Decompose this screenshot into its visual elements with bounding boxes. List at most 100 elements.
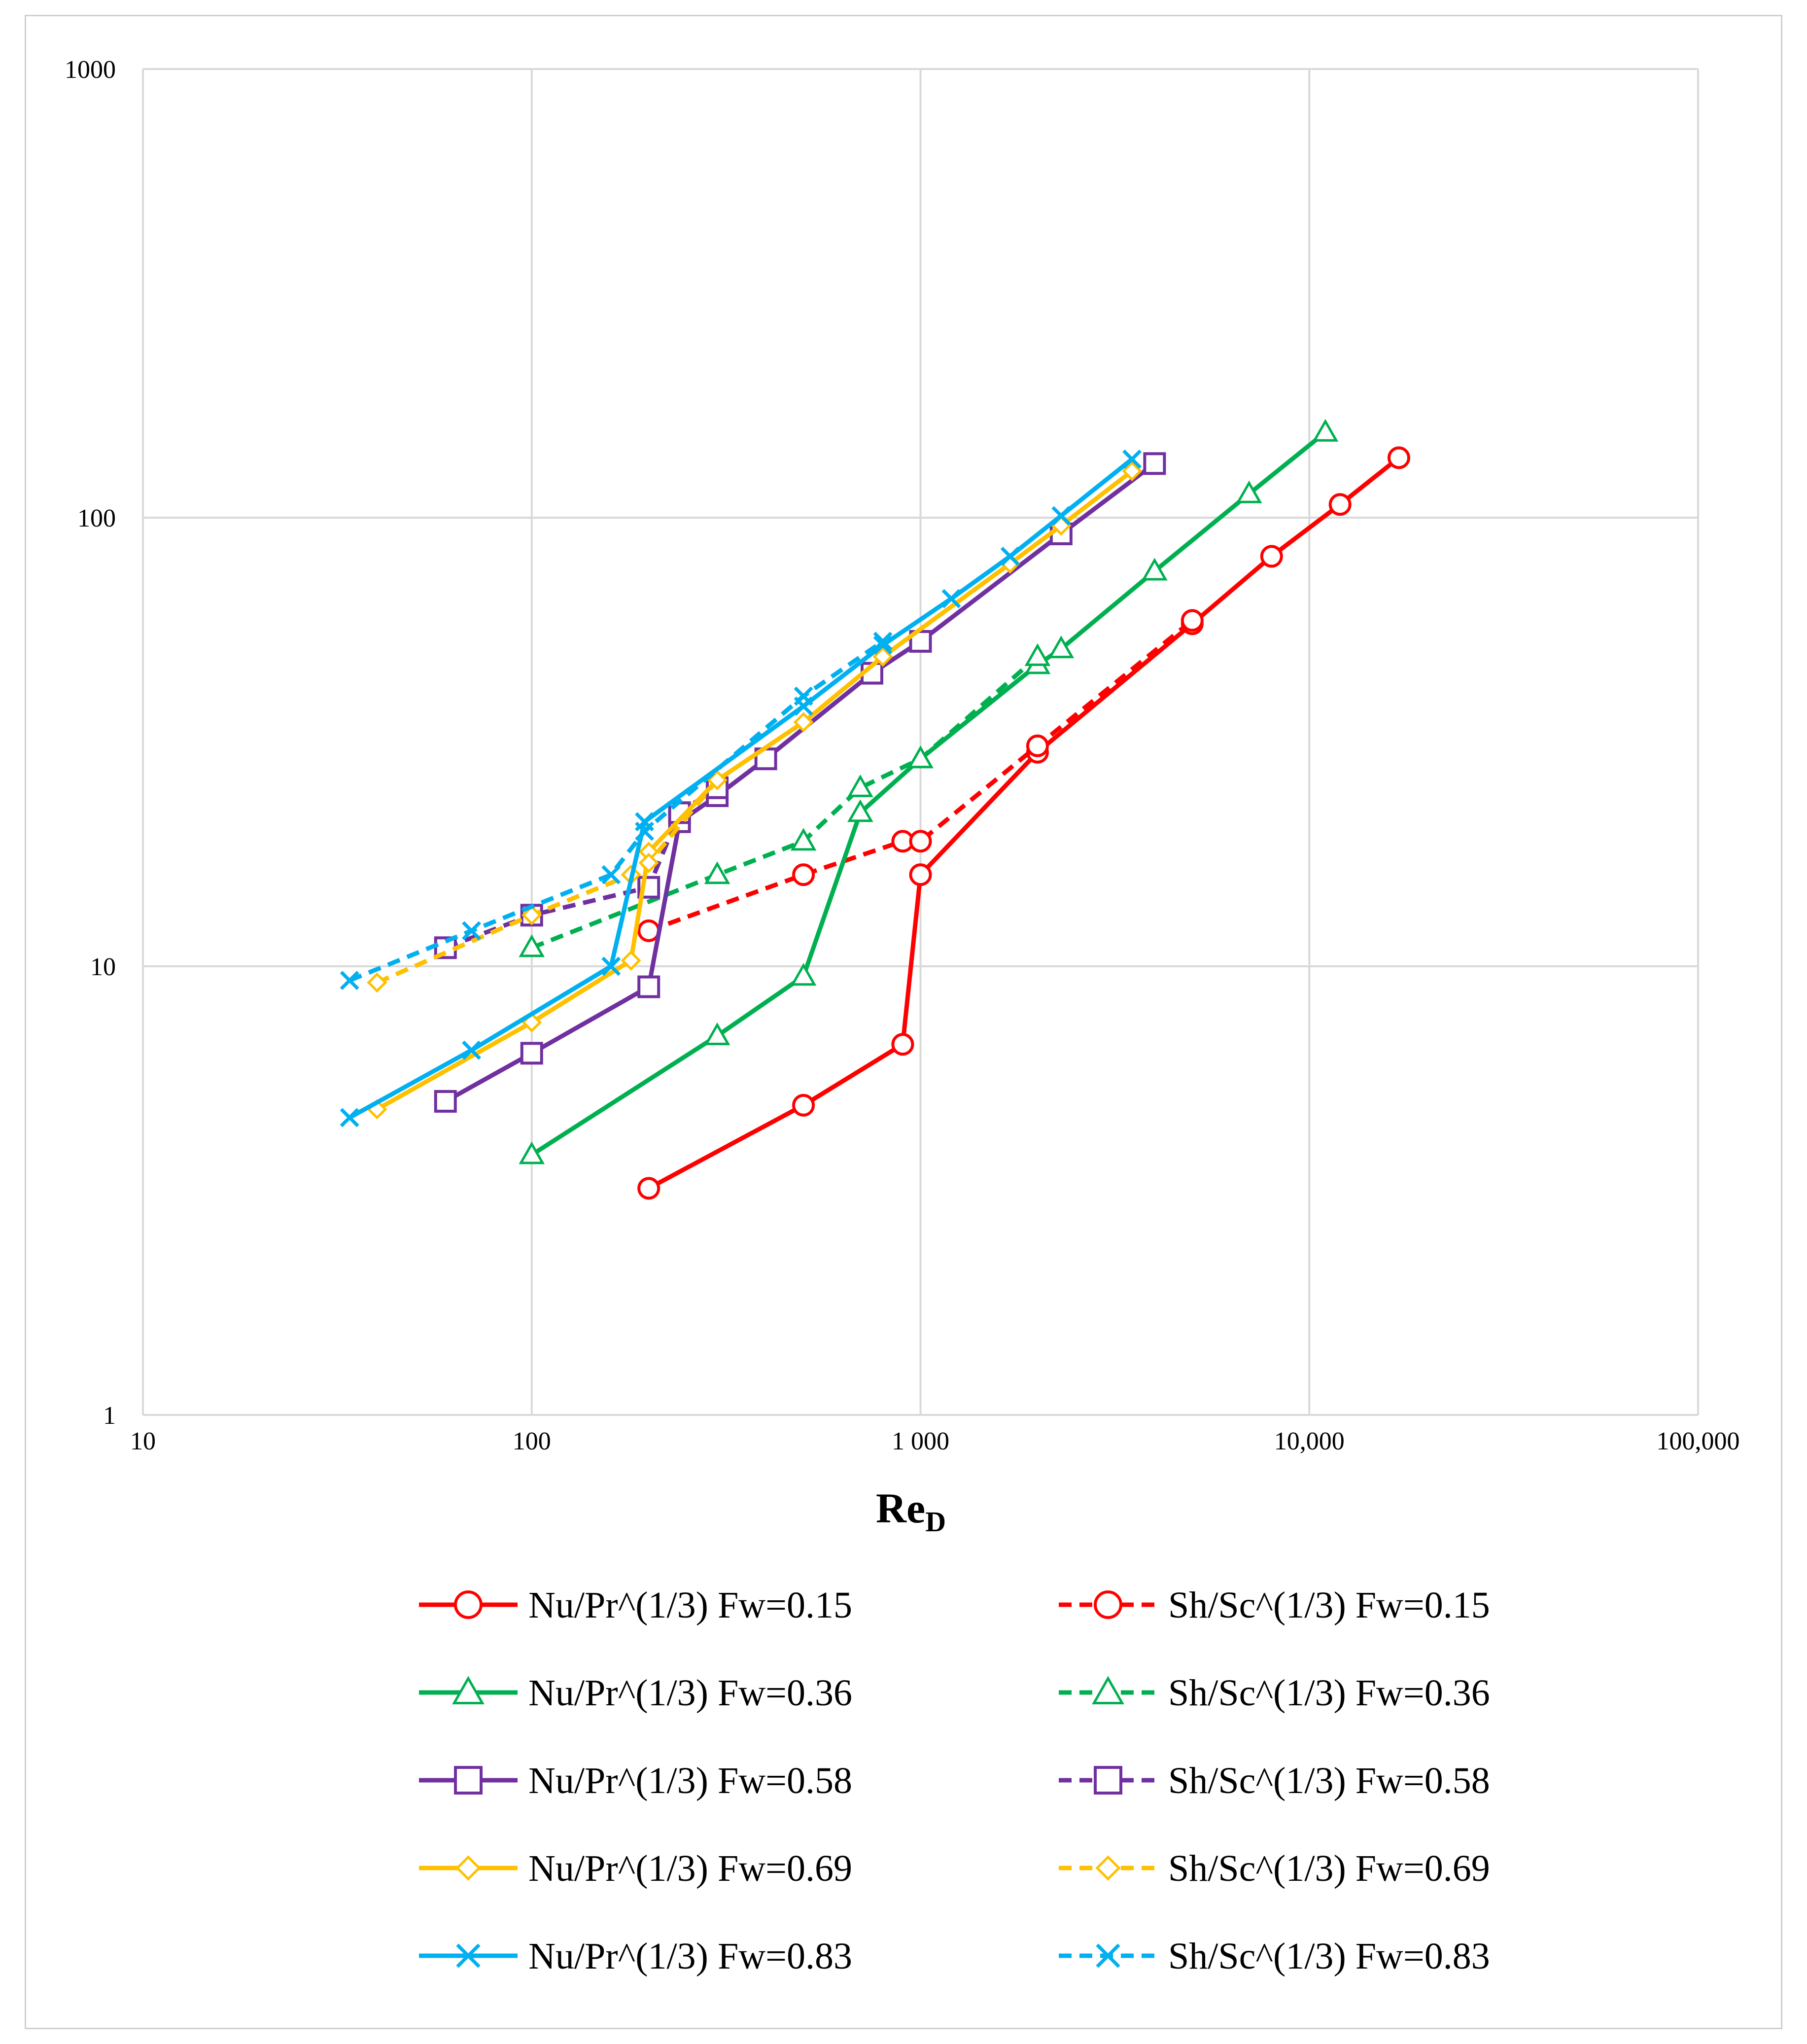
- data-point: [462, 1040, 482, 1060]
- legend-item: Sh/Sc^(1/3) Fw=0.15: [1059, 1585, 1490, 1626]
- data-point: [790, 963, 817, 986]
- x-tick-label: 1 000: [892, 1427, 949, 1455]
- data-point: [462, 921, 482, 941]
- y-tick-label: 1: [103, 1402, 116, 1430]
- data-point: [367, 972, 387, 993]
- data-point: [519, 934, 545, 957]
- x-axis-ticks: 10 100 1 000 10,000 100,000: [130, 1427, 1740, 1455]
- data-point: [635, 821, 654, 841]
- legend-marker: [1095, 1855, 1121, 1881]
- legend-item: Nu/Pr^(1/3) Fw=0.83: [419, 1936, 852, 1977]
- data-point: [1024, 643, 1051, 666]
- data-point: [601, 956, 621, 976]
- data-point: [793, 712, 814, 733]
- data-point: [909, 863, 932, 886]
- data-point: [601, 865, 621, 884]
- data-point: [941, 589, 961, 608]
- data-point: [873, 635, 893, 655]
- legend-marker: [1096, 1943, 1120, 1968]
- data-point: [1142, 558, 1168, 581]
- data-point: [790, 828, 817, 851]
- legend-item: Nu/Pr^(1/3) Fw=0.36: [419, 1672, 852, 1714]
- series-5: [434, 776, 729, 959]
- legend-item: Nu/Pr^(1/3) Fw=0.58: [419, 1760, 852, 1801]
- legend-marker: [454, 1590, 483, 1619]
- legend-label: Nu/Pr^(1/3) Fw=0.83: [528, 1936, 852, 1977]
- plot-border: [142, 69, 1698, 1416]
- series-line: [444, 461, 1156, 1103]
- data-point: [1388, 446, 1411, 469]
- legend-marker: [1094, 1766, 1122, 1795]
- legend-label: Sh/Sc^(1/3) Fw=0.83: [1168, 1936, 1490, 1977]
- data-point: [1312, 419, 1339, 442]
- data-point: [794, 686, 813, 706]
- data-point: [1122, 461, 1143, 482]
- data-point: [1143, 452, 1166, 475]
- data-point: [1260, 545, 1283, 568]
- grid: [142, 68, 1699, 1416]
- y-tick-label: 10: [90, 953, 116, 981]
- legend-item: Nu/Pr^(1/3) Fw=0.15: [419, 1585, 852, 1626]
- series-line: [648, 456, 1400, 1191]
- legend: Nu/Pr^(1/3) Fw=0.15 Sh/Sc^(1/3) Fw=0.15 Nu…: [419, 1585, 1490, 1977]
- data-point: [847, 799, 873, 822]
- legend-marker: [456, 1943, 481, 1968]
- data-point: [792, 1093, 815, 1117]
- legend-marker: [455, 1855, 481, 1881]
- data-point: [909, 830, 932, 853]
- x-tick-label: 10: [130, 1427, 156, 1455]
- x-tick-label: 10,000: [1274, 1427, 1345, 1455]
- legend-marker: [452, 1676, 485, 1704]
- x-axis-title: ReD: [876, 1484, 946, 1538]
- legend-marker: [454, 1766, 483, 1795]
- x-tick-label: 100,000: [1657, 1427, 1740, 1455]
- legend-marker: [1094, 1590, 1122, 1619]
- series-line: [348, 639, 884, 983]
- data-point: [521, 905, 542, 925]
- series-2: [519, 419, 1339, 1164]
- data-point: [907, 745, 934, 769]
- data-point: [621, 950, 641, 971]
- series-9: [340, 632, 893, 990]
- data-point: [1236, 480, 1262, 503]
- legend-label: Nu/Pr^(1/3) Fw=0.69: [528, 1848, 852, 1889]
- legend-item: Sh/Sc^(1/3) Fw=0.69: [1059, 1848, 1490, 1889]
- legend-item: Sh/Sc^(1/3) Fw=0.58: [1059, 1760, 1490, 1801]
- data-point: [704, 1022, 730, 1045]
- data-point: [872, 646, 893, 667]
- data-point: [1181, 609, 1204, 632]
- data-point: [1051, 506, 1071, 526]
- series-8: [340, 449, 1142, 1128]
- data-point: [434, 1090, 457, 1113]
- legend-label: Sh/Sc^(1/3) Fw=0.58: [1168, 1760, 1490, 1801]
- legend-item: Sh/Sc^(1/3) Fw=0.83: [1059, 1936, 1490, 1977]
- legend-label: Nu/Pr^(1/3) Fw=0.15: [528, 1585, 852, 1626]
- legend-marker: [1092, 1676, 1124, 1704]
- data-point: [1026, 734, 1049, 757]
- y-tick-label: 100: [77, 504, 116, 532]
- data-point: [873, 632, 893, 651]
- x-axis-title-subscript: D: [925, 1506, 946, 1538]
- data-point: [792, 863, 815, 886]
- data-point: [520, 1042, 543, 1065]
- x-tick-label: 100: [513, 1427, 551, 1455]
- legend-item: Nu/Pr^(1/3) Fw=0.69: [419, 1848, 852, 1889]
- data-point: [1048, 635, 1075, 659]
- y-tick-label: 1000: [65, 56, 116, 84]
- data-point: [704, 861, 730, 884]
- legend-label: Sh/Sc^(1/3) Fw=0.69: [1168, 1848, 1490, 1889]
- data-point: [1000, 546, 1020, 566]
- data-point: [909, 630, 932, 653]
- series-3: [519, 643, 1051, 957]
- data-point: [847, 774, 873, 797]
- data-point: [637, 919, 660, 942]
- data-point: [891, 1033, 914, 1056]
- data-point: [1122, 449, 1142, 469]
- data-point: [340, 971, 359, 990]
- data-point: [637, 975, 660, 998]
- data-point: [637, 1177, 660, 1200]
- y-axis-ticks: 1 10 100 1000: [65, 56, 116, 1430]
- data-point: [1328, 493, 1352, 516]
- data-point: [638, 852, 659, 873]
